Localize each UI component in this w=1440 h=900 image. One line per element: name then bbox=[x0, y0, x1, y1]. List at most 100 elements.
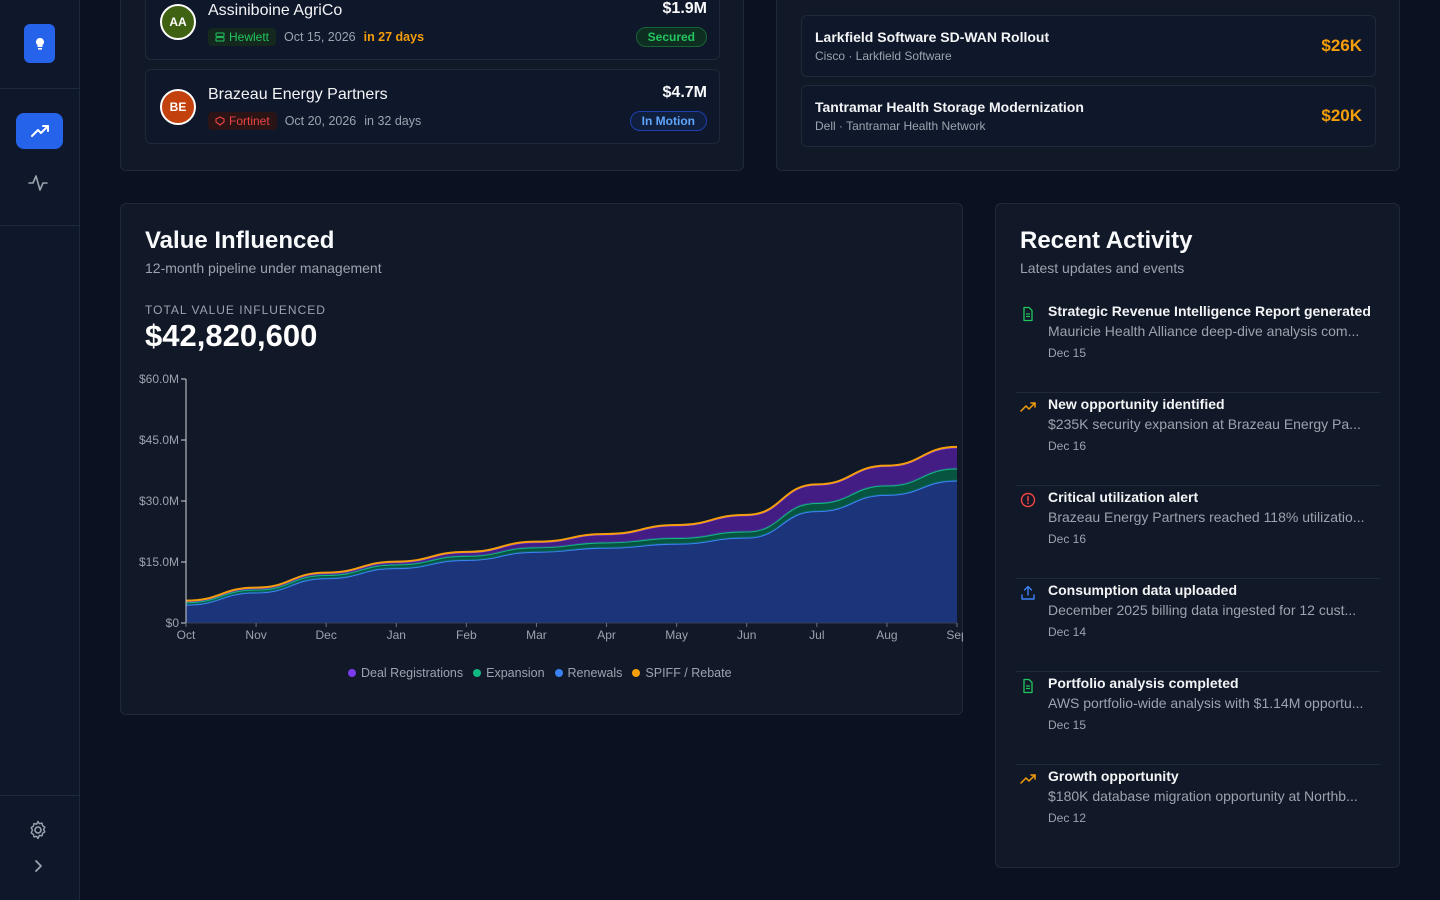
activity-description: Mauricie Health Alliance deep-dive analy… bbox=[1048, 323, 1360, 339]
x-tick-label: May bbox=[665, 628, 688, 642]
sidebar-divider bbox=[0, 225, 80, 226]
x-tick-label: Oct bbox=[177, 628, 196, 642]
deal-amount: $1.9M bbox=[662, 0, 707, 17]
account-name: Brazeau Energy Partners bbox=[208, 86, 388, 103]
x-tick-label: Sep bbox=[946, 628, 963, 642]
expand-sidebar-button[interactable] bbox=[28, 856, 48, 876]
partner-badge: Hewlett bbox=[208, 28, 277, 46]
activity-date: Dec 16 bbox=[1048, 532, 1087, 546]
account-name: Assiniboine AgriCo bbox=[208, 2, 343, 19]
lightbulb-icon bbox=[35, 37, 44, 50]
partner-badge: Fortinet bbox=[208, 112, 277, 130]
card-subtitle: 12-month pipeline under management bbox=[145, 260, 382, 276]
nav-analytics[interactable] bbox=[16, 113, 63, 149]
sidebar-divider bbox=[0, 88, 80, 89]
close-date: Oct 15, 2026 bbox=[284, 30, 356, 44]
line-spiff-rebate bbox=[185, 445, 958, 602]
value-influenced-card bbox=[120, 203, 963, 715]
x-tick-label: Jan bbox=[387, 628, 406, 642]
x-tick-label: Apr bbox=[597, 628, 616, 642]
activity-date: Dec 15 bbox=[1048, 346, 1087, 360]
trending-up-icon bbox=[1020, 771, 1036, 787]
upload-icon bbox=[1020, 585, 1036, 601]
recent-activity-card bbox=[995, 203, 1400, 868]
opportunity-title: Larkfield Software SD-WAN Rollout bbox=[815, 29, 1050, 45]
total-label: TOTAL VALUE INFLUENCED bbox=[145, 303, 326, 317]
sidebar bbox=[0, 0, 80, 900]
status-badge: Secured bbox=[635, 27, 707, 47]
activity-item[interactable]: Growth opportunity $180K database migrati… bbox=[1016, 765, 1380, 858]
shield-icon bbox=[215, 116, 225, 126]
account-row[interactable]: AA Assiniboine AgriCo Hewlett Oct 15, 20… bbox=[145, 0, 720, 60]
partner-name: Hewlett bbox=[229, 30, 270, 44]
account-row[interactable]: BE Brazeau Energy Partners Fortinet Oct … bbox=[145, 69, 720, 144]
status-badge: In Motion bbox=[629, 111, 707, 131]
y-tick-label: $45.0M bbox=[139, 433, 179, 447]
activity-title: Critical utilization alert bbox=[1048, 489, 1199, 505]
legend-item: SPIFF / Rebate bbox=[632, 666, 732, 680]
avatar: AA bbox=[160, 4, 196, 40]
activity-title: Strategic Revenue Intelligence Report ge… bbox=[1048, 303, 1371, 319]
accounts-card: AA Assiniboine AgriCo Hewlett Oct 15, 20… bbox=[120, 0, 744, 171]
close-date: Oct 20, 2026 bbox=[284, 114, 357, 128]
activity-item[interactable]: New opportunity identified $235K security… bbox=[1016, 393, 1380, 486]
x-tick-label: Jun bbox=[737, 628, 756, 642]
settings-button[interactable] bbox=[28, 820, 48, 840]
activity-title: Consumption data uploaded bbox=[1048, 582, 1237, 598]
legend-swatch bbox=[348, 669, 356, 677]
opportunity-subtitle: Dell · Tantramar Health Network bbox=[815, 119, 986, 133]
opportunity-value: $26K bbox=[1321, 36, 1362, 55]
x-tick-label: Dec bbox=[316, 628, 337, 642]
y-tick-label: $15.0M bbox=[139, 555, 179, 569]
card-title: Recent Activity bbox=[1020, 227, 1193, 254]
activity-date: Dec 15 bbox=[1048, 718, 1087, 732]
activity-item[interactable]: Portfolio analysis completed AWS portfoli… bbox=[1016, 672, 1380, 765]
total-value: $42,820,600 bbox=[145, 318, 318, 353]
deal-amount: $4.7M bbox=[662, 84, 707, 101]
x-tick-label: Jul bbox=[809, 628, 824, 642]
activity-date: Dec 16 bbox=[1048, 439, 1087, 453]
activity-description: $235K security expansion at Brazeau Ener… bbox=[1048, 416, 1361, 432]
opportunity-subtitle: Cisco · Larkfield Software bbox=[815, 49, 952, 63]
line-renewals bbox=[185, 479, 958, 606]
activity-description: $180K database migration opportunity at … bbox=[1048, 788, 1358, 804]
x-tick-label: Aug bbox=[876, 628, 897, 642]
trending-up-icon bbox=[1020, 399, 1036, 415]
server-icon bbox=[215, 32, 225, 42]
activity-date: Dec 14 bbox=[1048, 625, 1087, 639]
area-expansion bbox=[186, 468, 957, 605]
sidebar-divider bbox=[0, 795, 80, 796]
activity-description: December 2025 billing data ingested for … bbox=[1048, 602, 1357, 618]
y-tick-label: $30.0M bbox=[139, 494, 179, 508]
due-in: in 27 days bbox=[363, 30, 425, 44]
opportunities-card: Larkfield Software SD-WAN Rollout Cisco … bbox=[776, 0, 1400, 171]
legend-swatch bbox=[632, 669, 641, 677]
legend-label: Deal Registrations bbox=[361, 666, 464, 680]
nav-activity[interactable] bbox=[28, 173, 48, 193]
activity-item[interactable]: Critical utilization alert Brazeau Energy… bbox=[1016, 486, 1380, 579]
legend-item: Deal Registrations bbox=[348, 666, 463, 680]
x-tick-label: Feb bbox=[456, 628, 477, 642]
opportunity-value: $20K bbox=[1321, 106, 1362, 125]
card-title: Value Influenced bbox=[145, 227, 335, 254]
area-renewals bbox=[186, 480, 957, 623]
activity-item[interactable]: Strategic Revenue Intelligence Report ge… bbox=[1016, 300, 1380, 393]
legend-label: Expansion bbox=[486, 666, 545, 680]
opportunity-row[interactable]: Tantramar Health Storage Modernization D… bbox=[801, 85, 1376, 147]
document-icon bbox=[1020, 678, 1036, 694]
x-tick-label: Nov bbox=[245, 628, 266, 642]
opportunity-row[interactable]: Larkfield Software SD-WAN Rollout Cisco … bbox=[801, 15, 1376, 77]
activity-item[interactable]: Consumption data uploaded December 2025 b… bbox=[1016, 579, 1380, 672]
x-tick-label: Mar bbox=[526, 628, 547, 642]
activity-description: AWS portfolio-wide analysis with $1.14M … bbox=[1048, 695, 1364, 711]
opportunity-title: Tantramar Health Storage Modernization bbox=[815, 99, 1084, 115]
legend-swatch bbox=[554, 669, 563, 677]
app-logo[interactable] bbox=[24, 24, 55, 63]
activity-title: Growth opportunity bbox=[1048, 768, 1179, 784]
legend-swatch bbox=[473, 669, 482, 677]
activity-title: New opportunity identified bbox=[1048, 396, 1225, 412]
due-in: in 32 days bbox=[364, 114, 422, 128]
card-subtitle: Latest updates and events bbox=[1020, 260, 1185, 276]
legend-item: Renewals bbox=[554, 666, 622, 680]
legend-item: Expansion bbox=[473, 666, 545, 680]
